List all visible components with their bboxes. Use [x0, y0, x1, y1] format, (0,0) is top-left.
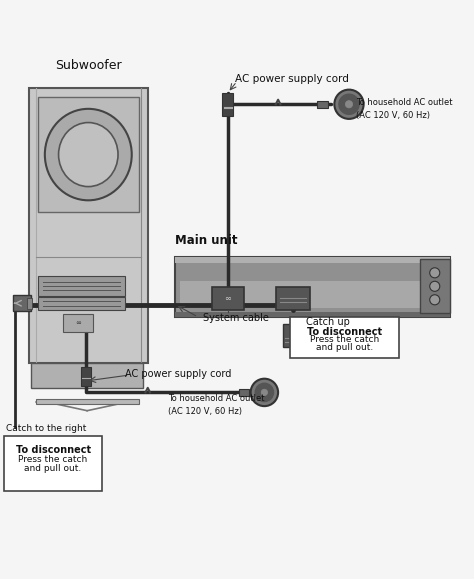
Text: Main unit: Main unit: [175, 234, 237, 247]
Circle shape: [339, 94, 359, 114]
Bar: [222, 93, 233, 116]
Circle shape: [430, 281, 440, 291]
Bar: [63, 314, 93, 332]
Bar: [27, 298, 32, 309]
Text: To disconnect: To disconnect: [307, 327, 382, 336]
Bar: [81, 367, 91, 386]
Bar: [317, 101, 328, 108]
Ellipse shape: [59, 123, 118, 186]
Text: Catch up: Catch up: [306, 317, 349, 328]
Bar: [175, 258, 450, 317]
Text: Press the catch: Press the catch: [310, 335, 379, 345]
Bar: [38, 297, 125, 310]
Text: To household AC outlet
(AC 120 V, 60 Hz): To household AC outlet (AC 120 V, 60 Hz): [356, 98, 452, 120]
FancyBboxPatch shape: [4, 436, 102, 491]
Text: Subwoofer: Subwoofer: [55, 59, 122, 72]
Text: To disconnect: To disconnect: [16, 445, 91, 456]
Bar: [180, 281, 445, 308]
Circle shape: [255, 383, 273, 402]
Text: Press the catch: Press the catch: [18, 455, 88, 464]
FancyBboxPatch shape: [290, 317, 399, 358]
Text: Catch to the right: Catch to the right: [6, 424, 86, 434]
Bar: [29, 88, 148, 362]
Text: ∞: ∞: [224, 294, 231, 303]
Text: and pull out.: and pull out.: [316, 343, 373, 352]
Bar: [36, 400, 138, 404]
Text: and pull out.: and pull out.: [25, 464, 82, 473]
Bar: [175, 312, 450, 317]
Bar: [38, 97, 138, 212]
Text: AC power supply cord: AC power supply cord: [125, 369, 231, 379]
Bar: [175, 258, 450, 263]
Circle shape: [334, 90, 364, 119]
Bar: [239, 389, 249, 395]
Circle shape: [261, 389, 268, 395]
Bar: [38, 276, 125, 296]
Text: System cable: System cable: [202, 313, 268, 323]
Circle shape: [430, 295, 440, 305]
Bar: [283, 324, 303, 347]
Circle shape: [430, 267, 440, 278]
Ellipse shape: [45, 109, 132, 200]
Circle shape: [346, 101, 353, 108]
Bar: [420, 259, 450, 313]
Bar: [31, 362, 143, 388]
Bar: [212, 287, 244, 310]
Circle shape: [251, 379, 278, 406]
Text: AC power supply cord: AC power supply cord: [235, 74, 348, 84]
Bar: [276, 287, 310, 310]
Text: To household AC outlet
(AC 120 V, 60 Hz): To household AC outlet (AC 120 V, 60 Hz): [168, 394, 265, 416]
Bar: [13, 295, 31, 312]
Text: ∞: ∞: [75, 320, 81, 326]
